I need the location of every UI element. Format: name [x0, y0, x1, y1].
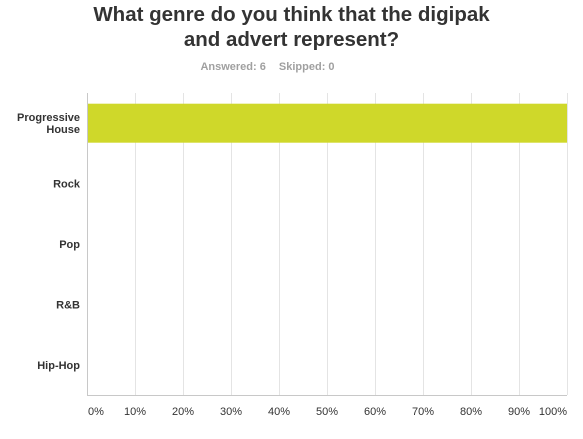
category-label: Pop [59, 239, 80, 251]
category-label: House [46, 124, 80, 136]
x-tick-label: 70% [412, 406, 434, 418]
question-title-line-1: What genre do you think that the digipak [93, 3, 490, 26]
x-tick-label: 50% [316, 406, 338, 418]
bar [88, 103, 567, 143]
x-tick-label: 60% [364, 406, 386, 418]
response-stats: Answered: 6 Skipped: 0 [0, 61, 535, 73]
x-tick-label: 80% [460, 406, 482, 418]
category-label: Progressive [17, 112, 80, 124]
question-title-line-2: and advert represent? [183, 28, 400, 51]
x-tick-label: 30% [220, 406, 242, 418]
x-tick-label: 40% [268, 406, 290, 418]
answered-count: Answered: 6 [200, 61, 266, 73]
x-tick-label: 20% [172, 406, 194, 418]
category-label: Rock [53, 179, 81, 191]
x-tick-label: 100% [539, 406, 567, 418]
x-tick-label: 90% [508, 406, 530, 418]
category-label: R&B [56, 299, 80, 311]
question-title: What genre do you think that the digipak… [0, 2, 583, 52]
x-tick-label: 0% [88, 406, 104, 418]
x-tick-label: 10% [124, 406, 146, 418]
skipped-count: Skipped: 0 [278, 61, 335, 73]
category-label: Hip-Hop [37, 360, 80, 372]
